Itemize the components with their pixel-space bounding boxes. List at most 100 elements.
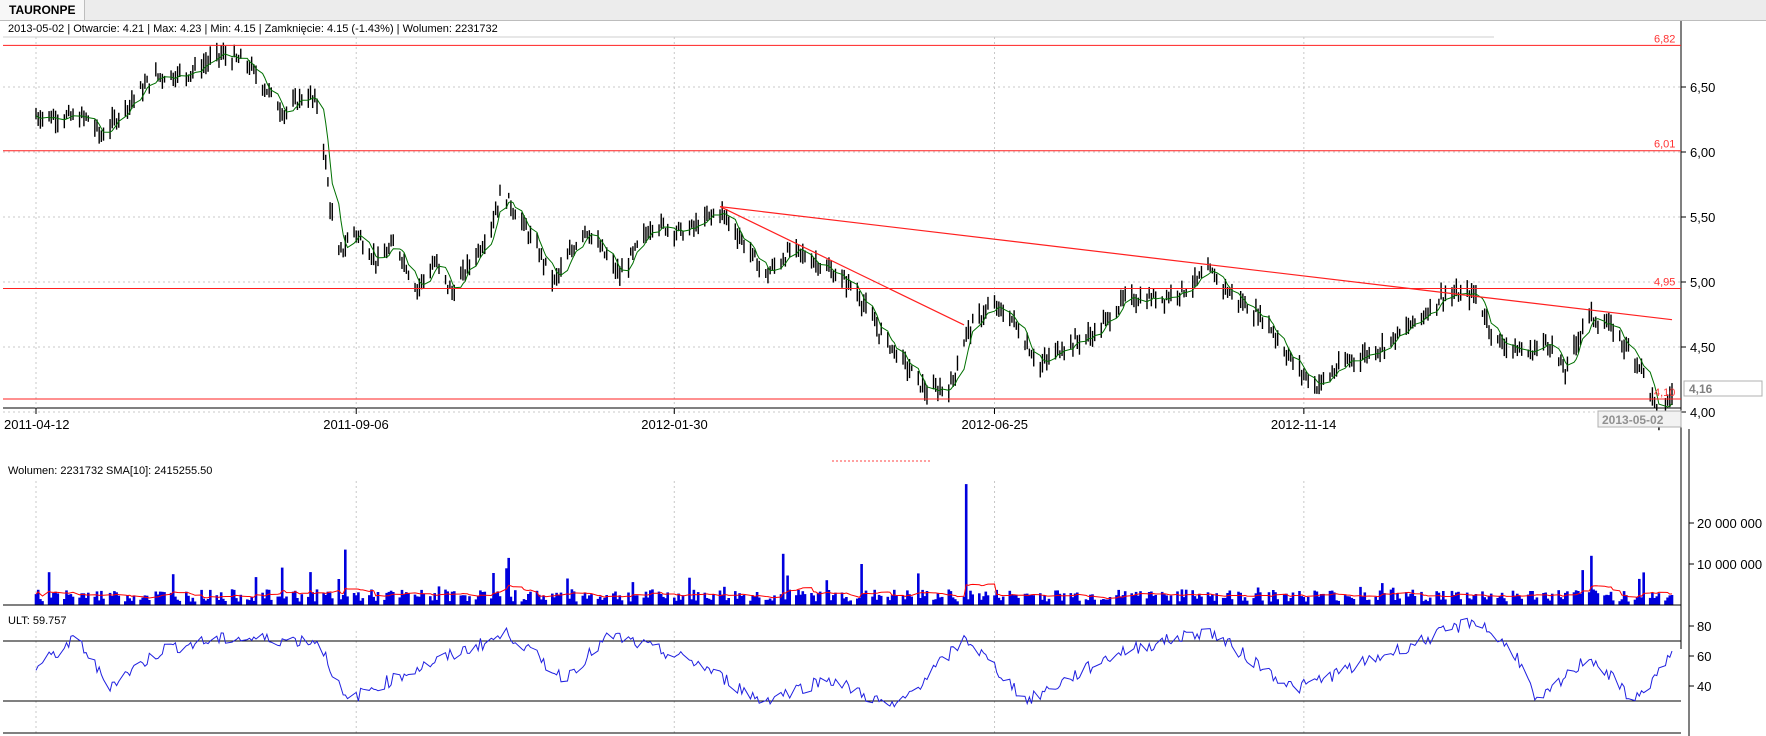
volume-bar: [847, 601, 850, 605]
volume-bar: [801, 591, 805, 605]
volume-bar: [248, 600, 251, 605]
volume-bar: [368, 595, 371, 605]
volume-bar: [479, 590, 482, 605]
volume-bar: [1367, 599, 1371, 605]
volume-bar: [63, 599, 66, 605]
volume-bar: [524, 600, 528, 605]
volume-bar: [705, 598, 709, 605]
volume-bar: [1073, 593, 1077, 605]
volume-bar: [270, 599, 273, 605]
volume-bar: [418, 596, 421, 605]
volume-bar: [143, 595, 147, 605]
chart-canvas[interactable]: 2013-05-02 | Otwarcie: 4.21 | Max: 4.23 …: [0, 21, 1766, 736]
volume-bar: [1117, 589, 1120, 605]
tab-tauronpe[interactable]: TAURONPE: [0, 0, 86, 20]
volume-bar: [100, 590, 103, 605]
volume-bar: [649, 590, 652, 605]
volume-bar: [78, 597, 81, 605]
volume-bar: [703, 592, 707, 605]
volume-bar: [1404, 592, 1408, 605]
volume-bar: [1500, 592, 1504, 605]
volume-bar: [1291, 592, 1295, 605]
volume-bar: [95, 591, 99, 605]
volume-bar: [1304, 601, 1308, 605]
ult-tick-label: 60: [1697, 649, 1711, 664]
volume-bar: [1572, 592, 1576, 605]
volume-bar: [1030, 595, 1033, 605]
volume-bar: [858, 598, 861, 605]
volume-bar: [326, 591, 330, 605]
volume-bar: [237, 601, 240, 605]
volume-bar: [631, 582, 635, 605]
volume-bar: [1516, 593, 1519, 605]
volume-bar: [951, 597, 955, 605]
volume-bar: [224, 601, 227, 605]
volume-bar: [217, 600, 221, 605]
volume-bar: [932, 599, 935, 605]
volume-bar: [947, 589, 951, 605]
volume-bar: [520, 601, 524, 605]
volume-bar: [1272, 590, 1275, 605]
volume-bar: [1076, 592, 1079, 605]
volume-bar: [158, 591, 162, 605]
volume-bar: [1058, 593, 1062, 605]
moving-average-line: [35, 53, 1673, 408]
volume-bar: [612, 593, 615, 605]
volume-bar: [102, 598, 105, 605]
volume-bar: [1200, 596, 1203, 605]
volume-bar: [453, 591, 456, 605]
volume-bar: [1115, 595, 1118, 605]
volume-bar: [1025, 593, 1029, 605]
volume-bar: [1409, 593, 1412, 605]
volume-bar: [555, 592, 558, 605]
volume-bar: [1587, 592, 1591, 605]
volume-bar: [407, 593, 410, 605]
volume-bar: [1032, 595, 1035, 605]
volume-bar: [115, 592, 118, 605]
volume-bar: [1350, 597, 1354, 605]
volume-bar: [80, 593, 83, 605]
volume-bar: [738, 593, 741, 605]
volume-bar: [1211, 594, 1214, 605]
volume-bar: [483, 591, 487, 605]
volume-bar: [431, 600, 434, 605]
volume-bar: [1633, 599, 1637, 605]
volume-bar: [1620, 599, 1624, 605]
volume-bar: [1526, 594, 1530, 605]
volume-bar: [736, 598, 739, 605]
volume-bar: [265, 589, 269, 605]
volume-bar: [1622, 591, 1626, 605]
volume-bar: [718, 590, 722, 605]
volume-bar: [185, 591, 188, 605]
date-tick-label: 2012-06-25: [962, 417, 1029, 432]
volume-bar: [171, 574, 175, 605]
volume-bar: [779, 594, 783, 605]
volume-bar: [620, 600, 624, 605]
volume-bar: [1306, 597, 1310, 605]
volume-bar: [1465, 592, 1469, 605]
volume-bar: [494, 593, 497, 605]
volume-bar: [261, 592, 264, 605]
volume-bar: [893, 589, 896, 605]
volume-bar: [921, 589, 924, 605]
volume-bar: [1269, 601, 1273, 605]
volume-bar: [1134, 591, 1138, 605]
volume-bar: [461, 595, 465, 605]
volume-bar: [1603, 595, 1606, 605]
volume-bar: [1086, 600, 1090, 605]
volume-bar: [1237, 591, 1240, 605]
volume-bar: [875, 599, 879, 605]
volume-bar: [590, 594, 593, 605]
volume-bar: [581, 595, 585, 605]
volume-legend-value: Wolumen: 2231732: [8, 465, 103, 477]
volume-bar: [566, 578, 569, 605]
volume-bar: [1102, 599, 1105, 605]
volume-bar: [1276, 599, 1279, 605]
volume-bar: [36, 589, 40, 605]
volume-bar: [514, 590, 517, 605]
volume-bar: [537, 594, 541, 605]
volume-bar: [1224, 597, 1227, 605]
volume-bar: [1422, 601, 1425, 605]
volume-bar: [816, 592, 820, 605]
volume-bar: [616, 599, 619, 605]
